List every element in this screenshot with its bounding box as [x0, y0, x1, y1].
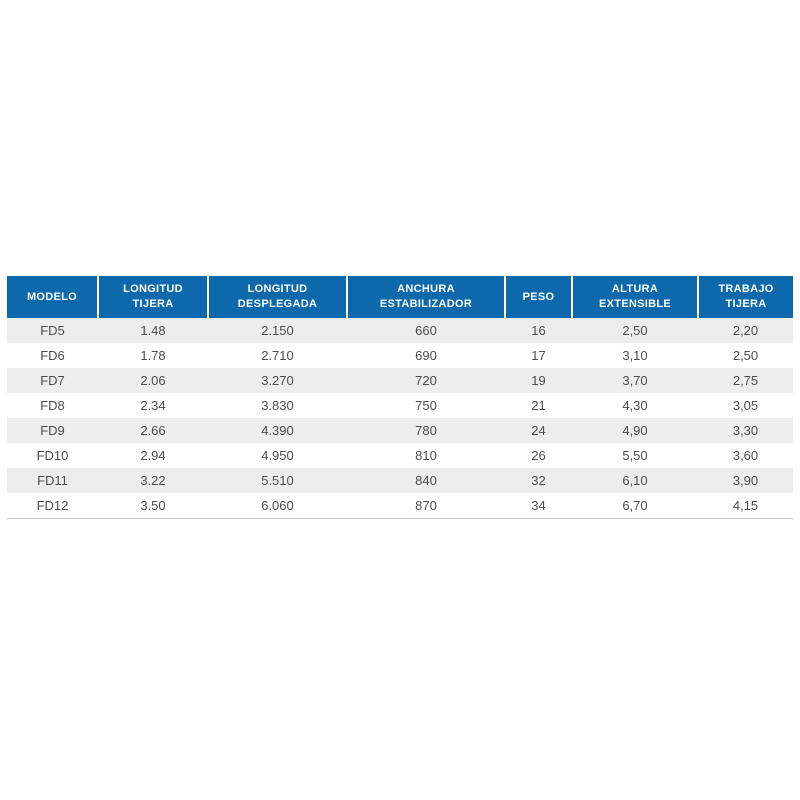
table-cell: 2,50 [572, 318, 698, 343]
table-cell: 3.830 [208, 393, 347, 418]
table-cell: 4,15 [698, 493, 793, 519]
table-cell: 2.34 [98, 393, 208, 418]
model-cell: FD12 [7, 493, 98, 519]
table-cell: 19 [505, 368, 572, 393]
table-row: FD6 1.78 2.710 690 17 3,10 2,50 [7, 343, 793, 368]
table-cell: 3,70 [572, 368, 698, 393]
column-header-label: LONGITUD [123, 283, 183, 295]
table-cell: 32 [505, 468, 572, 493]
column-header-longitud-desplegada: LONGITUD DESPLEGADA [207, 276, 347, 318]
table-row: FD8 2.34 3.830 750 21 4,30 3,05 [7, 393, 793, 418]
table-row: FD10 2.94 4.950 810 26 5,50 3,60 [7, 443, 793, 468]
column-header-trabajo-tijera: TRABAJO TIJERA [697, 276, 793, 318]
column-header-modelo: MODELO [7, 276, 98, 318]
model-cell: FD7 [7, 368, 98, 393]
column-header-altura-extensible: ALTURA EXTENSIBLE [571, 276, 698, 318]
table-cell: 2.06 [98, 368, 208, 393]
table-cell: 2.150 [208, 318, 347, 343]
column-header-label: PESO [522, 290, 555, 303]
table-cell: 3,30 [698, 418, 793, 443]
table-cell: 810 [347, 443, 505, 468]
table-cell: 21 [505, 393, 572, 418]
column-header-anchura-estabilizador: ANCHURA ESTABILIZADOR [346, 276, 505, 318]
spec-table-container: MODELO LONGITUD TIJERA LONGITUD DESPLEGA… [7, 276, 793, 519]
column-header-label: EXTENSIBLE [598, 298, 672, 310]
column-header-label: TRABAJO [718, 283, 774, 295]
column-header-label: ESTABILIZADOR [379, 298, 473, 310]
table-cell: 840 [347, 468, 505, 493]
table-cell: 34 [505, 493, 572, 519]
table-body: FD5 1.48 2.150 660 16 2,50 2,20 FD6 1.78… [7, 318, 793, 519]
table-cell: 16 [505, 318, 572, 343]
model-cell: FD8 [7, 393, 98, 418]
table-cell: 4,90 [572, 418, 698, 443]
column-header-label: ALTURA [611, 283, 659, 295]
table-row: FD11 3.22 5.510 840 32 6,10 3,90 [7, 468, 793, 493]
table-cell: 2.66 [98, 418, 208, 443]
table-cell: 4.390 [208, 418, 347, 443]
table-cell: 870 [347, 493, 505, 519]
table-cell: 3.50 [98, 493, 208, 519]
column-header-label: TIJERA [132, 298, 174, 310]
table-row: FD12 3.50 6.060 870 34 6,70 4,15 [7, 493, 793, 519]
table-cell: 26 [505, 443, 572, 468]
table-cell: 3.270 [208, 368, 347, 393]
column-header-label: TIJERA [725, 298, 767, 310]
table-cell: 3.22 [98, 468, 208, 493]
column-header-label: LONGITUD [247, 283, 308, 295]
table-cell: 2.94 [98, 443, 208, 468]
table-cell: 780 [347, 418, 505, 443]
model-cell: FD5 [7, 318, 98, 343]
model-cell: FD10 [7, 443, 98, 468]
table-cell: 5,50 [572, 443, 698, 468]
table-cell: 2.710 [208, 343, 347, 368]
table-cell: 690 [347, 343, 505, 368]
table-cell: 750 [347, 393, 505, 418]
model-cell: FD6 [7, 343, 98, 368]
column-header-longitud-tijera: LONGITUD TIJERA [97, 276, 208, 318]
table-cell: 2,50 [698, 343, 793, 368]
table-row: FD5 1.48 2.150 660 16 2,50 2,20 [7, 318, 793, 343]
table-cell: 6.060 [208, 493, 347, 519]
column-header-label: MODELO [26, 290, 78, 303]
model-cell: FD11 [7, 468, 98, 493]
column-header-label: DESPLEGADA [237, 298, 318, 310]
table-cell: 1.48 [98, 318, 208, 343]
table-cell: 660 [347, 318, 505, 343]
table-cell: 720 [347, 368, 505, 393]
table-cell: 5.510 [208, 468, 347, 493]
table-cell: 1.78 [98, 343, 208, 368]
table-cell: 3,05 [698, 393, 793, 418]
model-cell: FD9 [7, 418, 98, 443]
table-cell: 6,10 [572, 468, 698, 493]
column-header-label: ANCHURA [397, 283, 455, 295]
table-cell: 2,20 [698, 318, 793, 343]
table-cell: 2,75 [698, 368, 793, 393]
table-cell: 24 [505, 418, 572, 443]
table-cell: 4,30 [572, 393, 698, 418]
table-cell: 3,90 [698, 468, 793, 493]
column-header-peso: PESO [504, 276, 572, 318]
table-cell: 3,10 [572, 343, 698, 368]
table-cell: 3,60 [698, 443, 793, 468]
table-row: FD7 2.06 3.270 720 19 3,70 2,75 [7, 368, 793, 393]
table-cell: 6,70 [572, 493, 698, 519]
table-header-row: MODELO LONGITUD TIJERA LONGITUD DESPLEGA… [7, 276, 793, 318]
table-cell: 17 [505, 343, 572, 368]
spec-table: MODELO LONGITUD TIJERA LONGITUD DESPLEGA… [7, 276, 793, 519]
table-cell: 4.950 [208, 443, 347, 468]
table-row: FD9 2.66 4.390 780 24 4,90 3,30 [7, 418, 793, 443]
